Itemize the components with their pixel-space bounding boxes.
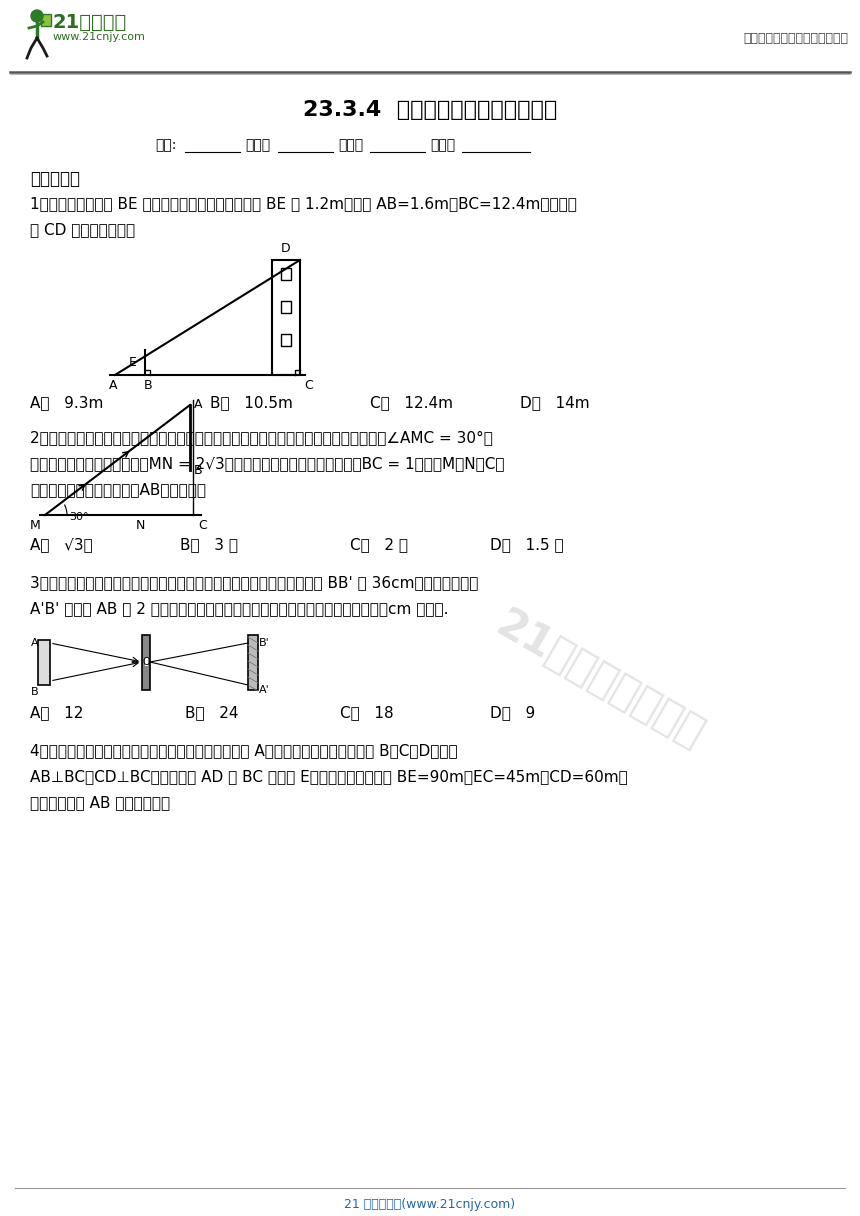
Text: C: C <box>304 379 313 392</box>
Bar <box>281 268 291 280</box>
Text: 21世纪教育: 21世纪教育 <box>53 13 127 32</box>
Bar <box>10 5 210 67</box>
Text: A．   12: A． 12 <box>30 705 83 720</box>
Text: B．   3 米: B． 3 米 <box>180 537 238 552</box>
Text: D．   9: D． 9 <box>490 705 535 720</box>
Bar <box>281 334 291 347</box>
Circle shape <box>31 10 43 22</box>
Text: 23.3.4  相似三角形的应用课时作业: 23.3.4 相似三角形的应用课时作业 <box>303 100 557 120</box>
Text: N: N <box>135 519 144 533</box>
Text: 中小学教育资源及组卷应用平台: 中小学教育资源及组卷应用平台 <box>743 32 848 45</box>
Text: A: A <box>31 638 39 648</box>
Text: 3．如图，物理课上张明做小孔成像实验，已知蜡烛与成像板之间的距离 BB' 为 36cm，要使烛焰的像: 3．如图，物理课上张明做小孔成像实验，已知蜡烛与成像板之间的距离 BB' 为 3… <box>30 575 478 590</box>
Text: 2．如图是一束平行的光线从教室窗户射入教室的平面示意图，测得光线与地面所成的角∠AMC = 30°，: 2．如图是一束平行的光线从教室窗户射入教室的平面示意图，测得光线与地面所成的角∠… <box>30 430 493 445</box>
Text: 则这条河的宽 AB 等于（　　）: 则这条河的宽 AB 等于（ ） <box>30 795 170 810</box>
Text: 班级：: 班级： <box>338 137 363 152</box>
Text: 21教育网精品资料: 21教育网精品资料 <box>488 603 711 756</box>
Text: B: B <box>144 379 152 392</box>
Text: D．   1.5 米: D． 1.5 米 <box>490 537 563 552</box>
Text: D．   14m: D． 14m <box>520 395 590 410</box>
Text: A: A <box>194 399 202 411</box>
Text: 1．如图，利用标杆 BE 测量建筑物的高度．已知标杆 BE 高 1.2m，测得 AB=1.6m，BC=12.4m．则建筑: 1．如图，利用标杆 BE 测量建筑物的高度．已知标杆 BE 高 1.2m，测得 … <box>30 196 577 212</box>
Text: B．   10.5m: B． 10.5m <box>210 395 293 410</box>
Text: C．   18: C． 18 <box>340 705 394 720</box>
Text: C: C <box>198 519 206 533</box>
Text: M: M <box>29 519 40 533</box>
Text: O: O <box>142 657 150 668</box>
Text: B': B' <box>259 638 270 648</box>
Text: B: B <box>194 463 203 477</box>
Bar <box>142 635 150 689</box>
Text: 考号：: 考号： <box>430 137 455 152</box>
Text: B: B <box>31 687 39 697</box>
Text: A．   √3米: A． √3米 <box>30 537 93 552</box>
Text: D: D <box>281 242 291 255</box>
Text: A: A <box>108 379 117 392</box>
Text: 学校:: 学校: <box>155 137 176 152</box>
Text: A'B' 是烛焰 AB 的 2 倍，则蜡烛与成像板之间的小孔纸板应放在离蜡烛（　　）cm 的地方.: A'B' 是烛焰 AB 的 2 倍，则蜡烛与成像板之间的小孔纸板应放在离蜡烛（ … <box>30 601 449 617</box>
Text: C．   2 米: C． 2 米 <box>350 537 408 552</box>
Text: A．   9.3m: A． 9.3m <box>30 395 103 410</box>
Text: 物 CD 的高是（　　）: 物 CD 的高是（ ） <box>30 223 135 237</box>
Bar <box>38 640 50 685</box>
Text: E: E <box>129 356 137 368</box>
Text: C．   12.4m: C． 12.4m <box>370 395 453 410</box>
Text: B．   24: B． 24 <box>185 705 238 720</box>
Text: 30°: 30° <box>69 512 89 522</box>
Text: 同一直线上），则窗户的高AB为（　　）: 同一直线上），则窗户的高AB为（ ） <box>30 482 206 497</box>
Text: 窗户的高在教室地面上的影长MN = 2√3米，窗户的下檐到教室地面的距离BC = 1米（点M、N、C在: 窗户的高在教室地面上的影长MN = 2√3米，窗户的下檐到教室地面的距离BC =… <box>30 456 505 471</box>
Text: 姓名：: 姓名： <box>245 137 270 152</box>
Bar <box>41 15 51 26</box>
Bar <box>272 260 300 375</box>
Text: 21 世纪教育网(www.21cnjy.com): 21 世纪教育网(www.21cnjy.com) <box>345 1198 515 1211</box>
Text: 一、选择题: 一、选择题 <box>30 170 80 188</box>
Text: AB⊥BC，CD⊥BC，然后找出 AD 与 BC 的交点 E．如图所示，若测得 BE=90m，EC=45m，CD=60m，: AB⊥BC，CD⊥BC，然后找出 AD 与 BC 的交点 E．如图所示，若测得 … <box>30 769 628 784</box>
Bar <box>281 302 291 313</box>
Bar <box>144 658 148 666</box>
Text: 4．为测量某河的宽度，小军在河对岸选定一个目标点 A，再在他所在的这一侧选点 B、C、D，使得: 4．为测量某河的宽度，小军在河对岸选定一个目标点 A，再在他所在的这一侧选点 B… <box>30 743 458 758</box>
Bar <box>248 635 258 689</box>
Text: www.21cnjy.com: www.21cnjy.com <box>53 32 146 43</box>
Text: A': A' <box>259 685 270 696</box>
